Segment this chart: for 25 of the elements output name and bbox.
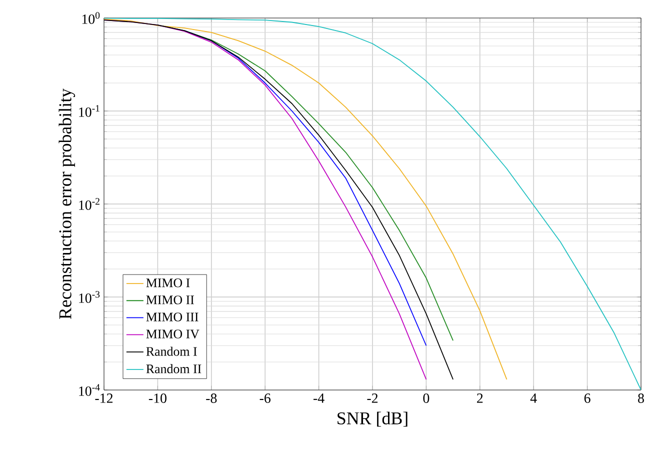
- x-tick-label: 2: [477, 394, 483, 403]
- x-tick-label: -8: [206, 394, 217, 403]
- x-tick-label: -4: [314, 394, 324, 403]
- x-tick-label: 8: [638, 394, 644, 403]
- x-tick-label: -2: [367, 394, 378, 403]
- y-tick-label: 10$^{-1}$: [79, 105, 100, 117]
- x-tick-label: -6: [260, 394, 270, 403]
- y-axis-title: Reconstruction error probability: [58, 88, 76, 320]
- x-tick-label: -12: [95, 394, 113, 403]
- y-tick-label: 10$^{-2}$: [79, 198, 100, 210]
- x-tick-label: -10: [148, 394, 166, 403]
- legend-label: MIMO IV: [146, 330, 200, 338]
- legend-label: Random II: [146, 364, 202, 374]
- x-tick-label: 6: [584, 394, 590, 403]
- y-tick-label: 10$^{0}$: [82, 12, 100, 24]
- x-axis-title: SNR [dB]: [338, 412, 408, 427]
- line-series: [104, 18, 642, 390]
- y-tick-label: 10$^{-3}$: [79, 291, 100, 303]
- legend-label: MIMO I: [146, 278, 190, 288]
- x-tick-label: 4: [530, 394, 537, 403]
- y-tick-label: 10$^{-4}$: [79, 384, 100, 396]
- legend-label: MIMO III: [146, 312, 198, 322]
- legend-label: Random I: [146, 346, 197, 356]
- legend-label: MIMO II: [146, 296, 194, 304]
- x-tick-label: 0: [423, 394, 430, 403]
